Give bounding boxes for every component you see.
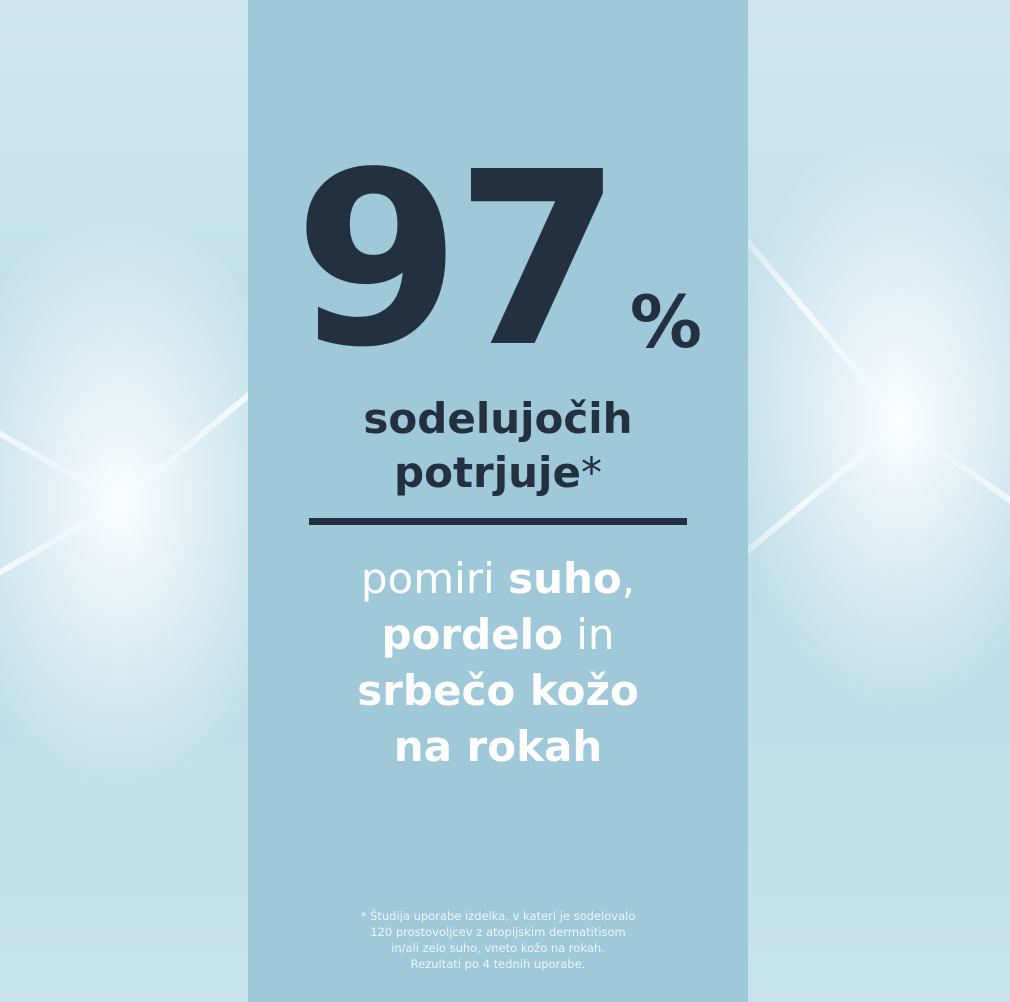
- footnote: * Študija uporabe izdelka, v kateri je s…: [360, 909, 636, 971]
- headline-number: 97: [293, 120, 622, 400]
- subtitle-line2: potrjuje*: [394, 448, 602, 497]
- headline-percent: %: [629, 280, 703, 364]
- headline-row: 97 %: [294, 140, 702, 380]
- center-panel: 97 % sodelujočih potrjuje* pomiri suho, …: [248, 0, 748, 1002]
- divider: [309, 518, 687, 525]
- subtitle-line1: sodelujočih: [363, 394, 633, 443]
- headline-subtitle: sodelujočih potrjuje*: [248, 392, 748, 500]
- claim-text: pomiri suho, pordelo in srbečo kožo na r…: [357, 554, 639, 771]
